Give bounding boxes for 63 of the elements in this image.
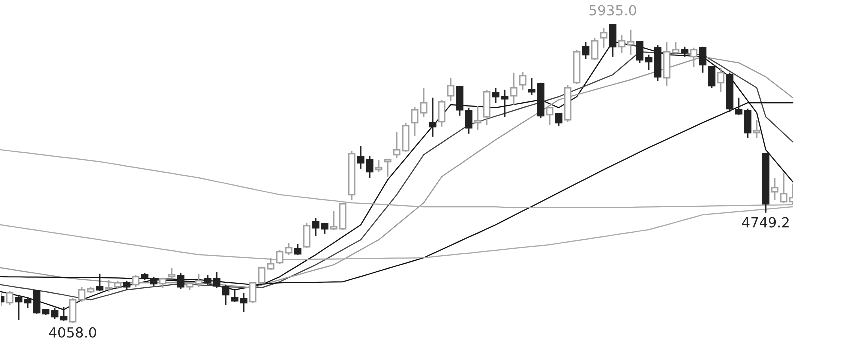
candlestick [474,105,482,131]
candlestick [771,177,779,201]
candlestick [753,119,761,139]
candlestick [735,97,743,116]
candlestick [60,306,68,322]
annotation: 5935.0 [590,5,636,16]
candlestick [708,65,716,89]
candlestick [177,272,185,290]
candlestick [429,97,437,138]
candlestick [645,54,653,71]
candlestick [222,284,230,306]
candlestick [780,172,788,204]
candlestick [96,273,104,292]
candlestick [411,106,419,137]
candlestick [150,276,158,287]
candlestick [456,85,464,117]
candlestick [51,307,59,320]
candlestick [600,27,608,49]
candlestick [717,67,725,93]
candlestick [555,112,563,127]
candlestick [672,41,680,56]
candlestick [78,286,86,303]
candlestick [258,266,266,285]
candlestick [510,72,518,106]
candlestick [6,290,14,306]
candlestick [240,292,248,313]
candlestick [420,87,428,118]
candlestick [582,41,590,60]
candlestick [591,37,599,61]
candlestick [357,145,365,170]
candlestick [231,289,239,303]
candlestick [69,297,77,323]
candlestick [465,107,473,135]
candlestick [744,108,752,139]
candlestick [33,289,41,315]
candlestick [24,296,32,309]
candlestick [618,34,626,54]
candlestick [636,41,644,64]
candlestick [546,106,554,126]
candlestick [393,131,401,159]
candlestick [204,274,212,286]
candlestick [447,77,455,102]
candlestick [438,99,446,128]
annotation: 4058.0 [49,327,96,338]
candlestick [681,46,689,58]
candlestick [15,294,23,321]
candlestick [627,29,635,56]
candlestick [330,210,338,231]
candlestick [123,280,131,291]
candlestick [519,71,527,91]
candlestick [375,159,383,173]
candlestick [699,46,707,74]
candlestick [168,267,176,279]
candlestick [312,217,320,237]
annotation: 4749.2 [742,217,789,228]
candlestick [213,271,221,289]
candlestick [294,243,302,256]
candlestick [609,24,617,58]
candlestick [384,158,392,178]
candlestick [285,242,293,256]
candlestick [303,222,311,249]
candlestick [366,155,374,179]
candlestick [492,87,500,104]
